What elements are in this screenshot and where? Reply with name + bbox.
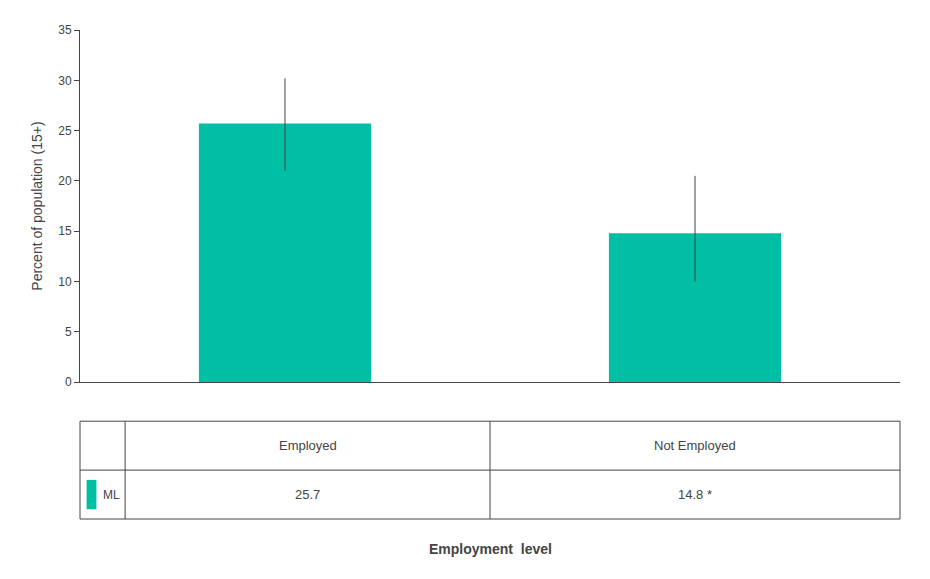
svg-text:5: 5 (65, 325, 72, 339)
svg-text:Not Employed: Not Employed (654, 438, 736, 453)
svg-text:Employed: Employed (279, 438, 337, 453)
svg-text:14.8 *: 14.8 * (678, 487, 712, 502)
svg-text:Percent of population (15+): Percent of population (15+) (29, 121, 45, 290)
svg-text:20: 20 (58, 174, 72, 188)
svg-text:25.7: 25.7 (295, 487, 320, 502)
svg-text:15: 15 (58, 224, 72, 238)
svg-text:25: 25 (58, 124, 72, 138)
svg-text:10: 10 (58, 275, 72, 289)
svg-text:35: 35 (58, 23, 72, 37)
svg-text:ML: ML (103, 488, 120, 502)
svg-text:0: 0 (65, 375, 72, 389)
svg-text:30: 30 (58, 74, 72, 88)
svg-text:Employment level: Employment level (429, 541, 552, 557)
